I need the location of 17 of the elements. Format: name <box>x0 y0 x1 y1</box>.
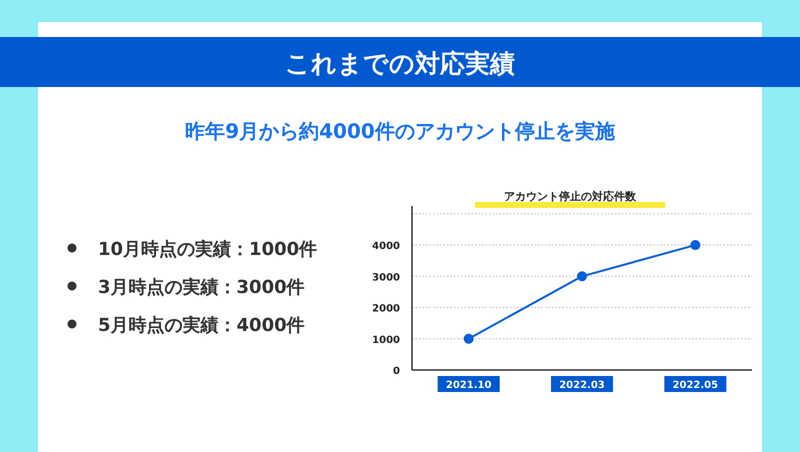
text: 昨年9月から約4000件のアカウント停止を実施 <box>185 119 615 143</box>
y-tick-label: 4000 <box>372 241 400 252</box>
x-tick-label: 2021.10 <box>446 380 492 391</box>
point <box>690 240 700 250</box>
text: 5月時点の実績：4000件 <box>98 315 305 336</box>
x-tick-label: 2022.03 <box>559 380 605 391</box>
chart-title: アカウント停止の対応件数 <box>504 190 637 203</box>
y-tick-label: 1000 <box>372 334 400 346</box>
y-tick-label: 2000 <box>372 304 400 315</box>
point <box>577 271 587 282</box>
text: これまでの対応実績 <box>285 49 515 78</box>
y-tick-label: 0 <box>393 366 400 377</box>
y-tick-label: 3000 <box>372 272 400 284</box>
text: 3月時点の実績：3000件 <box>98 277 305 298</box>
x-tick-label: 2022.05 <box>672 380 718 391</box>
text: 10月時点の実績：1000件 <box>98 239 318 260</box>
point <box>464 334 474 344</box>
